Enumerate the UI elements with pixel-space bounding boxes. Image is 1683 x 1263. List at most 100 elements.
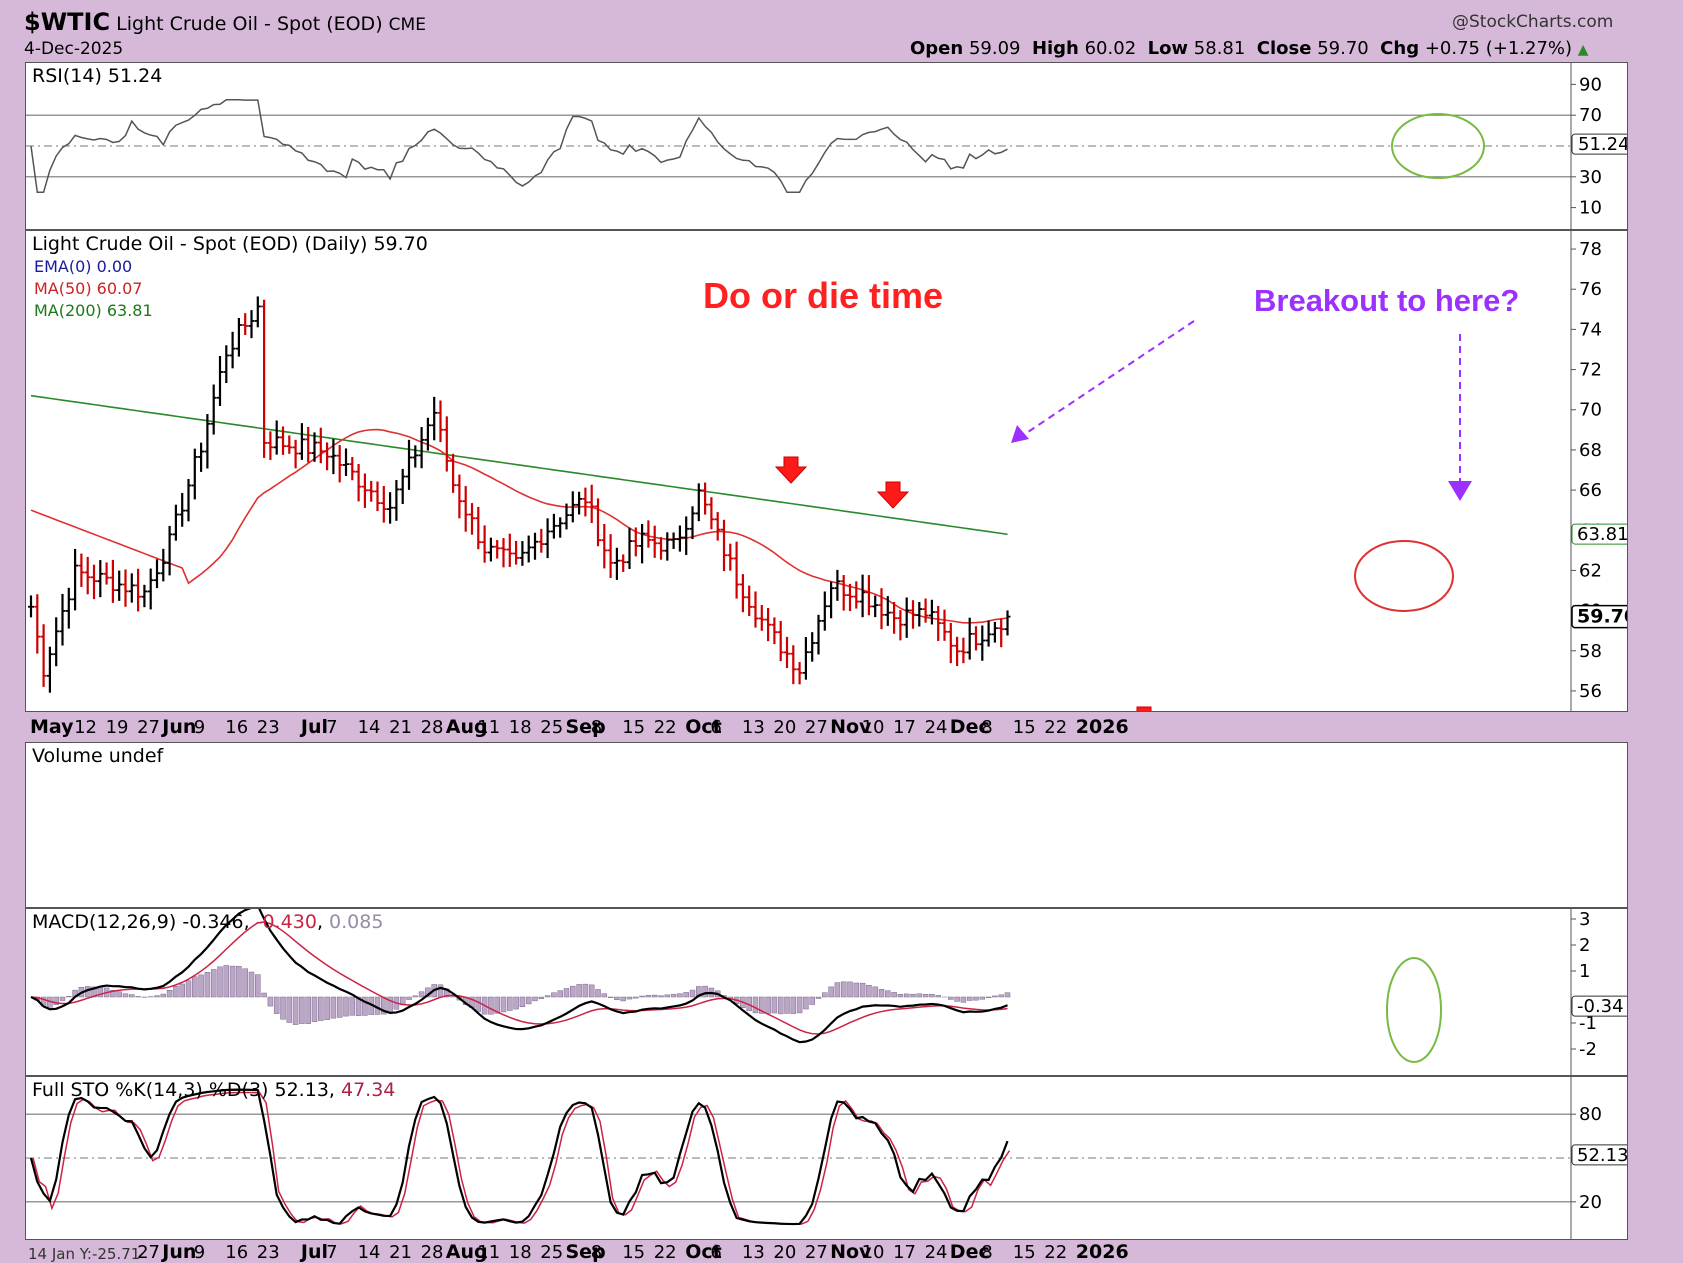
macd-histogram-bar [815, 996, 822, 999]
date-axis-label: Jun [160, 1241, 196, 1263]
macd-histogram-bar [116, 991, 122, 998]
date-axis-label: 12 [74, 717, 97, 738]
price-tick-label: 72 [1579, 360, 1602, 381]
price-tick-label: 68 [1579, 440, 1602, 461]
date-axis-label: Oct [685, 716, 722, 738]
macd-histogram-bar [910, 993, 916, 998]
macd-histogram-bar [110, 990, 116, 998]
macd-histogram-bar [809, 996, 815, 1005]
rsi-value-tag [1571, 133, 1627, 155]
open-value: 59.09 [968, 38, 1021, 59]
date-axis-label: 28 [421, 1242, 444, 1263]
macd-histogram-bar [324, 996, 330, 1020]
date-axis-label: 7 [326, 1242, 337, 1263]
rsi-value-tag-text: 51.24 [1578, 134, 1627, 155]
macd-histogram-bar [992, 995, 998, 998]
macd-histogram-bar [475, 996, 482, 1012]
date-axis-label: 23 [257, 717, 280, 738]
date-axis-label: Aug [446, 1241, 488, 1263]
macd-histogram-bar [847, 981, 853, 998]
macd-histogram-bar [525, 996, 532, 1005]
red-down-arrow [774, 456, 808, 484]
date-axis-label: 21 [389, 1242, 412, 1263]
macd-histogram-bar [985, 996, 992, 998]
date-axis-label: Sep [566, 1241, 606, 1263]
date-axis-label: 13 [742, 1242, 765, 1263]
instrument-name: Light Crude Oil - Spot (EOD) [116, 13, 383, 35]
macd-histogram-bar [349, 996, 356, 1016]
date-axis-label: 6 [710, 1242, 721, 1263]
macd-histogram-bar [601, 993, 608, 998]
macd-histogram-bar [129, 994, 135, 998]
macd-histogram-bar [771, 996, 778, 1014]
symbol: $WTIC [24, 8, 111, 36]
macd-histogram-bar [866, 985, 872, 998]
macd-plot: 3 2 1 -1 -2 -0.34 [30, 909, 1627, 1075]
macd-histogram-bar [248, 971, 255, 998]
date-axis-label: 18 [509, 717, 532, 738]
macd-histogram-bar [922, 993, 929, 998]
rsi-tick-label: 90 [1579, 74, 1602, 95]
macd-histogram-bar [664, 994, 671, 998]
sto-k-line [29, 1088, 1009, 1226]
macd-value-tag-text: -0.34 [1577, 996, 1624, 1017]
date-axis-label: Dec [950, 716, 990, 738]
date-axis-label: 10 [862, 717, 885, 738]
date-axis-label: Nov [830, 716, 872, 738]
ema-legend: EMA(0) 0.00 [34, 257, 133, 276]
date-axis-label: Oct [685, 1241, 722, 1263]
cursor-readout: 14 Jan Y:-25.71 [28, 1245, 141, 1263]
date-axis-label: 17 [893, 717, 916, 738]
macd-histogram-bar [59, 996, 66, 1001]
ma200-value-tag [1571, 523, 1627, 545]
macd-histogram-bar [494, 996, 500, 1014]
macd-histogram-bar [796, 996, 803, 1014]
date-axis-label: Jul [299, 716, 328, 738]
macd-histogram-bar [759, 996, 765, 1014]
macd-histogram-bar [702, 985, 708, 998]
macd-histogram-bar [670, 993, 677, 998]
macd-histogram-bar [677, 993, 683, 998]
macd-histogram-bar [166, 989, 173, 998]
chart-date: 4-Dec-2025 [24, 39, 124, 59]
rsi-green-circle [1391, 113, 1485, 179]
macd-histogram-bar [828, 986, 834, 998]
date-axis-label: Sep [566, 716, 606, 738]
macd-histogram-bar [488, 996, 494, 1015]
macd-value-tag [1571, 995, 1627, 1017]
macd-histogram-bar [318, 996, 324, 1021]
close-label: Close [1256, 38, 1312, 59]
macd-histogram-bar [777, 996, 784, 1015]
date-axis-label: 8 [591, 717, 602, 738]
macd-histogram-bar [122, 993, 129, 998]
date-axis-label: 11 [477, 1242, 500, 1263]
macd-histogram-bar [210, 969, 217, 998]
macd-histogram-bar [582, 983, 589, 998]
macd-histogram-bar [551, 992, 557, 998]
volume-label: Volume undef [32, 745, 164, 767]
close-value: 59.70 [1317, 38, 1369, 59]
macd-histogram-bar [620, 996, 626, 1002]
high-label: High [1031, 38, 1079, 59]
date-axis-label: 24 [925, 1242, 948, 1263]
price-tick-label: 70 [1579, 400, 1602, 421]
macd-histogram-bar [217, 966, 223, 998]
ma50-line [30, 428, 1008, 624]
macd-histogram-bar [311, 996, 318, 1022]
macd-histogram-bar [891, 992, 897, 998]
macd-histogram-bar [859, 982, 866, 998]
breakout-annotation: Breakout to here? [1254, 283, 1520, 318]
macd-histogram-bar [557, 990, 563, 998]
purple-dashed-arrow [1021, 320, 1195, 437]
macd-histogram-bar [872, 986, 878, 998]
macd-histogram-bar [330, 996, 337, 1019]
macd-histogram-bar [267, 996, 274, 1007]
date-axis-label: 16 [225, 1242, 248, 1263]
rsi-line [30, 99, 1008, 193]
sto-d: 47.34 [341, 1079, 396, 1101]
red-breakout-circle [1354, 540, 1454, 612]
macd-histogram-bar [683, 992, 689, 998]
macd-histogram-bar [154, 995, 160, 998]
